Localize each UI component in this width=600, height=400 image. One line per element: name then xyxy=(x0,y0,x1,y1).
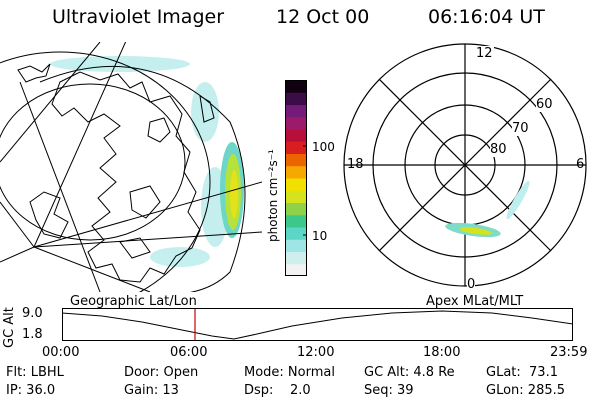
colorbar-segment xyxy=(285,116,307,130)
colorbar-segment xyxy=(285,251,307,265)
aurora-bright-arc xyxy=(220,142,244,238)
colorbar-segment xyxy=(285,141,307,154)
mlat-label-70: 70 xyxy=(512,121,529,136)
colorbar-segment xyxy=(285,214,307,228)
date-label: 12 Oct 00 xyxy=(276,6,370,28)
colorbar-segment xyxy=(285,129,307,142)
geo-panel-caption: Geographic Lat/Lon xyxy=(70,294,197,309)
glon-label: GLon: 285.5 xyxy=(486,383,566,398)
altitude-plot-area xyxy=(62,308,573,341)
dsp-label: Dsp: 2.0 xyxy=(244,383,311,398)
colorbar-segment xyxy=(285,263,307,276)
colorbar-tick-10: 10 xyxy=(312,229,328,243)
polar-aurora xyxy=(445,180,530,238)
earth-limb xyxy=(39,65,246,292)
altitude-axis-label: GC Alt xyxy=(2,307,17,348)
colorbar-segment xyxy=(285,80,307,93)
time-tick-0000: 00:00 xyxy=(42,345,80,360)
gc-alt-label: GC Alt: 4.8 Re xyxy=(364,365,455,380)
mlat-label-60: 60 xyxy=(536,97,553,112)
colorbar-tick-100: 100 xyxy=(312,140,335,154)
mlt-label-12: 12 xyxy=(475,46,494,61)
coastlines xyxy=(17,63,215,283)
mlt-label-18: 18 xyxy=(347,157,364,172)
mode-label: Mode: Normal xyxy=(244,365,335,380)
sequence-label: Seq: 39 xyxy=(364,383,414,398)
polar-grid xyxy=(343,43,587,287)
mlt-label-0: 0 xyxy=(467,277,476,292)
colorbar-segment xyxy=(285,104,307,118)
glat-label: GLat: 73.1 xyxy=(486,365,558,380)
altitude-curve xyxy=(62,310,573,340)
colorbar-segment xyxy=(285,178,307,191)
mlat-label-80: 80 xyxy=(490,142,507,157)
mlt-label-6: 6 xyxy=(576,157,585,172)
colorbar-unit-label: photon cm⁻²s⁻¹ xyxy=(266,149,280,242)
colorbar-segment xyxy=(285,239,307,252)
colorbar-segment xyxy=(285,165,307,179)
time-tick-1200: 12:00 xyxy=(297,345,335,360)
colorbar-segment xyxy=(285,153,307,167)
apex-polar-plot xyxy=(343,43,587,287)
aurora-speckle xyxy=(50,56,229,267)
color-scale-bar xyxy=(285,80,307,276)
ip-label: IP: 36.0 xyxy=(6,383,56,398)
time-tick-0600: 06:00 xyxy=(170,345,208,360)
altitude-tick-1-8: 1.8 xyxy=(22,327,43,342)
time-tick-2359: 23:59 xyxy=(550,345,588,360)
geographic-image-panel xyxy=(0,42,262,292)
gain-label: Gain: 13 xyxy=(124,383,179,398)
apex-panel-caption: Apex MLat/MLT xyxy=(426,294,524,309)
colorbar-segment xyxy=(285,190,307,203)
time-label: 06:16:04 UT xyxy=(428,6,545,28)
time-tick-1800: 18:00 xyxy=(423,345,461,360)
geo-grid xyxy=(0,42,262,292)
colorbar-segment xyxy=(285,227,307,240)
instrument-title: Ultraviolet Imager xyxy=(52,6,225,28)
filter-label: Flt: LBHL xyxy=(6,365,64,380)
altitude-tick-9: 9.0 xyxy=(22,306,43,321)
colorbar-segment xyxy=(285,202,307,216)
door-label: Door: Open xyxy=(124,365,199,380)
colorbar-segment xyxy=(285,92,307,105)
